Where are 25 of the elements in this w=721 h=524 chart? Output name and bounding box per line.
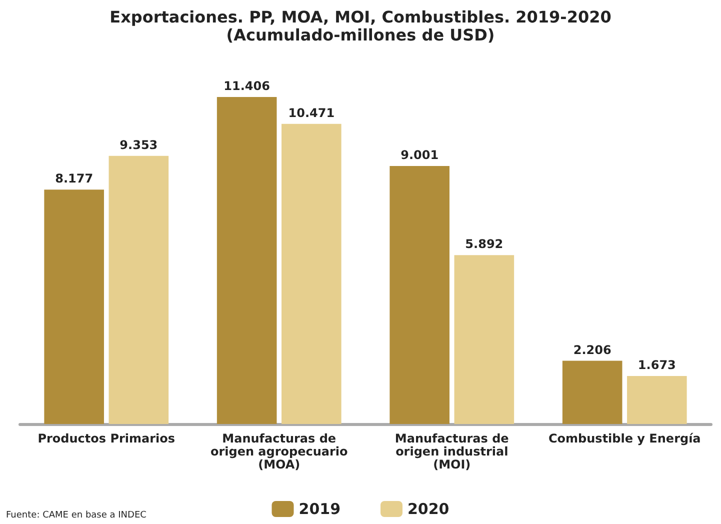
chart-subtitle: (Acumulado-millones de USD) [226,26,495,44]
bar [108,156,169,424]
data-label: 10.471 [288,106,335,120]
bar [627,376,687,424]
data-label: 1.673 [638,358,676,372]
data-label: 5.892 [465,237,504,252]
data-label: 9.353 [120,138,158,152]
data-label: 8.177 [55,172,94,186]
bar [454,255,514,424]
chart-title: Exportaciones. PP, MOA, MOI, Combustibles. 2019-2020 [110,8,612,26]
x-tick-label: Manufacturas de origen agropecuario (MOA) [210,432,348,472]
data-label: 11.406 [224,79,270,94]
bar [390,166,450,424]
bar [562,360,622,424]
legend-label: 2020 [408,500,450,518]
data-label: 9.001 [400,148,439,162]
data-label: 2.206 [573,342,612,357]
legend-label: 2019 [298,500,340,518]
bar [216,97,277,424]
bar [282,124,342,424]
x-tick-label: Combustible y Energía [548,432,701,446]
x-tick-label: Productos Primarios [38,432,176,446]
bar [44,190,104,424]
source-note: Fuente: CAME en base a INDEC [6,510,146,520]
x-tick-label: Manufacturas de origen industrial (MOI) [394,432,509,472]
